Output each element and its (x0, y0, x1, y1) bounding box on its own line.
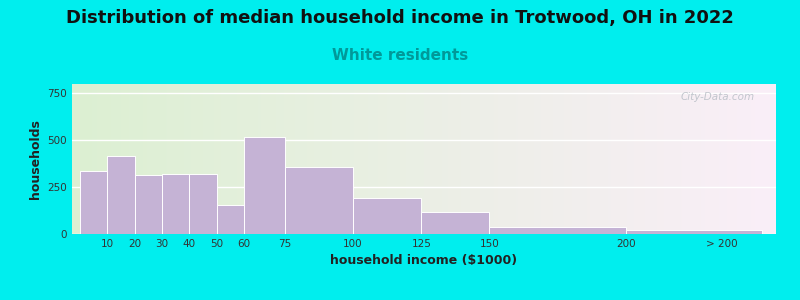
Bar (134, 175, 162, 234)
Y-axis label: households: households (29, 119, 42, 199)
Bar (244, 136, 285, 234)
Bar (490, 226, 626, 234)
Text: City-Data.com: City-Data.com (681, 92, 755, 101)
Bar (353, 198, 422, 234)
Bar (107, 156, 134, 234)
Bar (80, 171, 107, 234)
Bar (162, 174, 190, 234)
Text: Distribution of median household income in Trotwood, OH in 2022: Distribution of median household income … (66, 9, 734, 27)
Text: White residents: White residents (332, 48, 468, 63)
Bar (217, 205, 244, 234)
X-axis label: household income ($1000): household income ($1000) (330, 254, 518, 267)
Bar (190, 174, 217, 234)
Bar (285, 167, 353, 234)
Bar (422, 212, 490, 234)
Bar (626, 230, 762, 234)
